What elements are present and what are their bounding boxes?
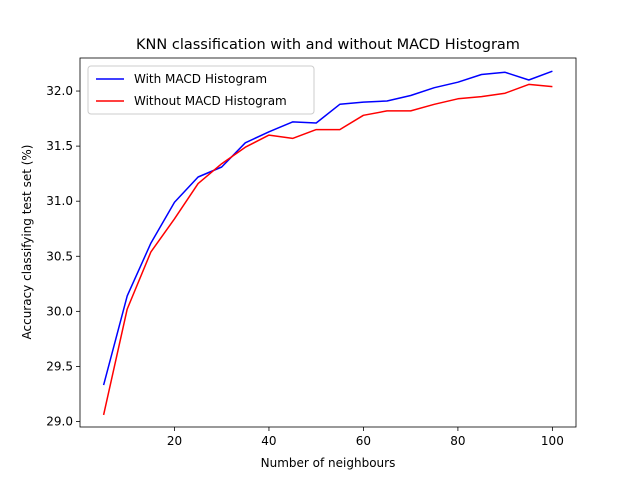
x-tick-label: 60	[356, 434, 371, 448]
y-tick-label: 29.5	[46, 359, 73, 373]
y-tick-label: 31.5	[46, 139, 73, 153]
legend-label-2: Without MACD Histogram	[134, 94, 287, 108]
x-tick-label: 20	[167, 434, 182, 448]
y-tick-label: 31.0	[46, 194, 73, 208]
y-tick-label: 32.0	[46, 84, 73, 98]
x-tick-label: 80	[450, 434, 465, 448]
chart-title: KNN classification with and without MACD…	[136, 37, 520, 53]
series-line-2	[102, 83, 553, 416]
legend-box	[87, 65, 315, 115]
x-tick-label: 100	[541, 434, 564, 448]
y-axis-label: Accuracy classifying test set (%)	[20, 145, 34, 340]
legend-label-1: With MACD Histogram	[134, 72, 267, 86]
axes: 20 40 60 80 100 29.0 29.5 30.0 30.5 31.0 31.5 32.0	[46, 57, 577, 448]
legend: With MACD Histogram Without MACD Histogra…	[87, 65, 315, 115]
y-tick-label: 29.0	[46, 414, 73, 428]
plot-area	[102, 70, 553, 416]
axes-frame	[79, 57, 577, 428]
x-axis-label: Number of neighbours	[261, 456, 396, 470]
y-tick-label: 30.0	[46, 304, 73, 318]
series-line-1	[102, 70, 553, 386]
y-tick-label: 30.5	[46, 249, 73, 263]
x-tick-label: 40	[261, 434, 276, 448]
